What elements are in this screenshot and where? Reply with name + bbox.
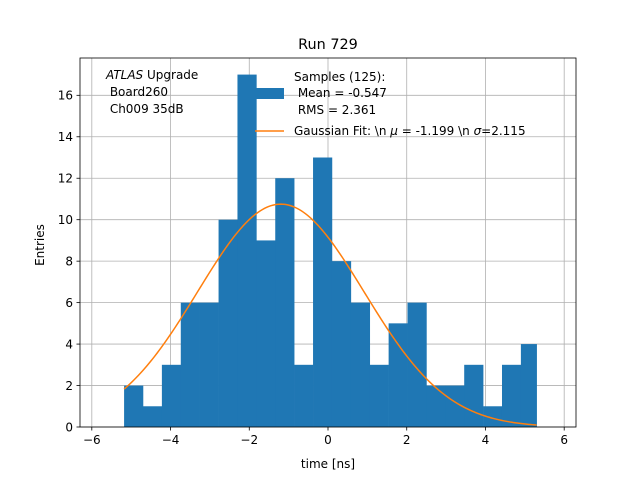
histogram-bar [445, 385, 465, 427]
histogram-bar [464, 364, 484, 427]
histogram-bar [237, 74, 257, 428]
legend-fit-sigma-symbol: σ [474, 124, 482, 138]
legend-histogram-line-3: RMS = 2.361 [294, 103, 376, 117]
chart-title: Run 729 [298, 37, 358, 53]
y-tick-label: 6 [65, 296, 73, 310]
legend-fit-mu-symbol: μ [389, 124, 398, 138]
legend-fit-mu-value: = -1.199 \n [398, 124, 474, 138]
x-tick-label: 6 [560, 433, 568, 447]
histogram-bar [124, 385, 144, 427]
histogram-bar [350, 302, 371, 427]
x-tick-label: 0 [324, 433, 332, 447]
y-axis-ticks: 0 2 4 6 8 10 12 14 16 [58, 89, 80, 434]
x-tick-label: 2 [403, 433, 411, 447]
y-tick-label: 4 [65, 337, 73, 351]
y-tick-label: 12 [58, 172, 73, 186]
histogram-bar [407, 302, 427, 427]
x-tick-label: −4 [162, 433, 180, 447]
x-tick-label: −6 [83, 433, 101, 447]
histogram-bar [331, 261, 352, 427]
x-tick-label: −2 [240, 433, 258, 447]
histogram-bar [161, 364, 182, 427]
histogram-bar [501, 364, 522, 427]
histogram-bar [256, 240, 276, 427]
atlas-annotation: ATLAS Upgrade Board260 Ch009 35dB [105, 68, 198, 116]
histogram-bar [520, 344, 537, 427]
histogram-bar [142, 406, 163, 427]
legend-histogram-swatch [255, 88, 284, 99]
legend-fit-prefix: Gaussian Fit: \n [294, 124, 390, 138]
histogram-bars [124, 74, 537, 428]
histogram-bar [180, 302, 200, 427]
y-tick-label: 8 [65, 254, 73, 268]
x-axis-ticks: −6 −4 −2 0 2 4 6 [83, 427, 568, 447]
legend-fit-label: Gaussian Fit: \n μ = -1.199 \n σ=2.115 [294, 124, 526, 138]
y-tick-label: 16 [58, 89, 73, 103]
legend-fit-sigma-value: =2.115 [481, 124, 525, 138]
histogram-bar [218, 219, 238, 427]
y-tick-label: 14 [58, 130, 73, 144]
legend: Samples (125): Mean = -0.547 RMS = 2.361… [255, 70, 526, 138]
histogram-bar [369, 364, 389, 427]
atlas-suffix: Upgrade [143, 68, 198, 82]
histogram-bar [483, 406, 503, 427]
x-axis-label: time [ns] [301, 457, 355, 471]
histogram-bar [426, 385, 446, 427]
y-tick-label: 0 [65, 420, 73, 434]
y-axis-label: Entries [33, 224, 47, 266]
histogram-bar [313, 157, 333, 427]
histogram-bar [275, 178, 295, 427]
board-label: Board260 [106, 85, 168, 99]
legend-histogram-line-1: Samples (125): [294, 70, 385, 84]
atlas-label: ATLAS [105, 68, 144, 82]
svg-text:ATLAS Upgrade: ATLAS Upgrade [105, 68, 198, 82]
histogram-bar [294, 364, 314, 427]
legend-histogram-line-2: Mean = -0.547 [294, 86, 387, 100]
histogram-bar [388, 323, 408, 427]
channel-label: Ch009 35dB [106, 102, 184, 116]
histogram-bar [199, 302, 219, 427]
gaussian-fit-curve [123, 203, 537, 426]
y-tick-label: 10 [58, 213, 73, 227]
y-tick-label: 2 [65, 379, 73, 393]
x-tick-label: 4 [482, 433, 490, 447]
